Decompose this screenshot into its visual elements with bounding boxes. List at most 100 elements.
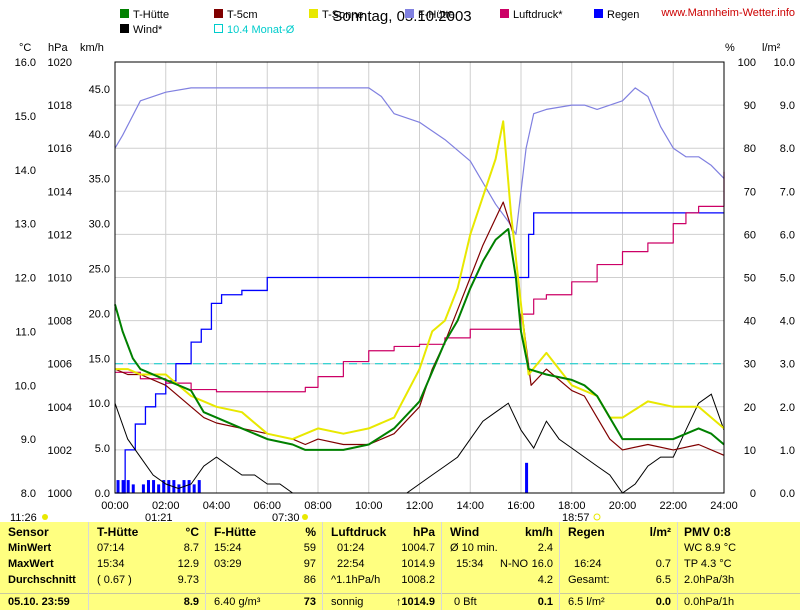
rain-bar [187,480,191,493]
regen-amount: 6.5 l/m² [568,596,605,608]
wind-avg10-label: Ø 10 min. [450,542,498,554]
row-label-min: MinWert [8,542,52,554]
legend-label: Wind* [133,24,163,36]
y-rain-tick-label: 9.0 [780,100,795,112]
y-press-tick-label: 1000 [48,488,72,500]
luftdruck-forecast: sonnig [331,596,364,608]
wind-unit: km/h [524,525,553,539]
y-temp-tick-label: 16.0 [15,57,36,69]
rain-bar [146,480,150,493]
wind-current-value: 0.1 [537,596,553,608]
series-luftdruck [115,171,725,393]
sunset-sun-icon [593,513,601,521]
x-tick-label: 06:00 [253,500,281,512]
x-tick-label: 04:00 [203,500,231,512]
y-pct-tick-label: 10 [744,445,756,457]
table-divider [0,593,800,594]
t-huette-header: T-Hütte [97,525,139,539]
legend-swatch [214,9,223,18]
y-rain-tick-label: 8.0 [780,143,795,155]
y-rain-tick-label: 2.0 [780,402,795,414]
legend-swatch [120,24,129,33]
f-huette-abs-humidity: 6.40 g/m³ [214,596,261,608]
y-wind-tick-label: 45.0 [89,84,110,96]
x-tick-label: 24:00 [710,500,738,512]
y-wind-tick-label: 30.0 [89,219,110,231]
f-huette-avg-value: 86 [303,574,316,586]
col-sep [205,522,206,610]
y-temp-tick-label: 11.0 [15,326,36,338]
rain-bar [525,462,529,493]
sun-markers: 11:26 01:21 07:30 18:57 [10,512,601,522]
legend-swatch [214,24,223,33]
wind-column: Wind km/h Ø 10 min. 2.4 15:34 N-NO 16.0 4.2 … [442,522,559,610]
axis-unit-hpa: hPa [48,42,68,54]
y-press-tick-label: 1006 [48,359,72,371]
y-rain-tick-label: 1.0 [780,445,795,457]
f-huette-header: F-Hütte [214,525,256,539]
series-f-huette [114,87,725,235]
rain-bar [116,480,120,493]
y-pct-tick-label: 90 [744,100,756,112]
y-press-tick-label: 1014 [48,186,72,198]
regen-total-value: 6.5 [655,574,671,586]
y-press-tick-label: 1012 [48,229,72,241]
y-rain-tick-label: 5.0 [780,273,795,285]
luftdruck-max-value: 1014.9 [401,558,435,570]
t-huette-min-time: 07:14 [97,542,125,554]
pmv-column: PMV 0:8 WC 8.9 °C TP 4.3 °C 2.0hPa/3h 0.… [678,522,800,610]
legend: T-Hütte T-5cm T-Sonne F-Hütte Luftdruck* Rege… [120,9,639,36]
t-huette-min-value: 8.7 [183,542,199,554]
y-temp-tick-label: 13.0 [15,219,36,231]
site-link[interactable]: www.Mannheim-Wetter.info [660,7,795,19]
wind-max-value: 16.0 [531,558,553,570]
x-tick-label: 18:00 [558,500,586,512]
legend-label: Regen [607,9,639,21]
y-pct-tick-label: 70 [744,186,756,198]
pmv-trend-3h: 2.0hPa/3h [684,574,735,586]
y-press-tick-label: 1020 [48,57,72,69]
f-huette-current-value: 73 [303,596,316,608]
wind-avg10-value: 2.4 [537,542,553,554]
y-press-tick-label: 1010 [48,273,72,285]
pmv-trend-1h: 0.0hPa/1h [684,596,735,608]
col-sep [559,522,560,610]
y-wind-tick-label: 10.0 [89,398,110,410]
luftdruck-current-value: ↑1014.9 [395,596,435,608]
luftdruck-trend: ^1.1hPa/h [331,574,381,586]
rain-bar [192,484,196,493]
y-pct-tick-label: 100 [738,57,756,69]
rain-bar [121,480,125,493]
y-wind-tick-label: 40.0 [89,129,110,141]
col-sep [677,522,678,610]
y-temp-tick-label: 10.0 [15,380,36,392]
left-mark-sun-icon [42,514,48,520]
legend-label: T-Hütte [133,9,169,21]
f-huette-unit: % [305,525,316,539]
f-huette-max-value: 97 [303,558,316,570]
plot-area [114,87,725,494]
regen-current-value: 0.0 [655,596,671,608]
y-pct-tick-label: 80 [744,143,756,155]
axis-unit-kmh: km/h [80,42,104,54]
luftdruck-column: Luftdruck hPa 01:24 1004.7 22:54 1014.9 ^1.… [323,522,441,610]
legend-swatch [120,9,129,18]
regen-max-value: 0.7 [655,558,671,570]
x-tick-label: 00:00 [101,500,129,512]
legend-label: 10.4 Monat-Ø [227,24,295,36]
stats-table: Sensor MinWert MaxWert Durchschnitt 05.1… [0,522,800,610]
axis-unit-percent: % [725,42,735,54]
col-sep [441,522,442,610]
rain-bar [167,480,171,493]
x-tick-label: 08:00 [304,500,332,512]
y-rain-tick-label: 7.0 [780,186,795,198]
wind-beaufort: 0 Bft [454,596,477,608]
y-pct-tick-label: 0 [750,488,756,500]
wind-max-time: 15:34 [456,558,484,570]
plot-frame [114,61,725,494]
t-huette-avg-note: ( 0.67 ) [97,574,132,586]
y-temp-tick-label: 14.0 [15,165,36,177]
y-temp-tick-label: 12.0 [15,273,36,285]
wind-header: Wind [450,525,480,539]
y-pct-tick-label: 30 [744,359,756,371]
